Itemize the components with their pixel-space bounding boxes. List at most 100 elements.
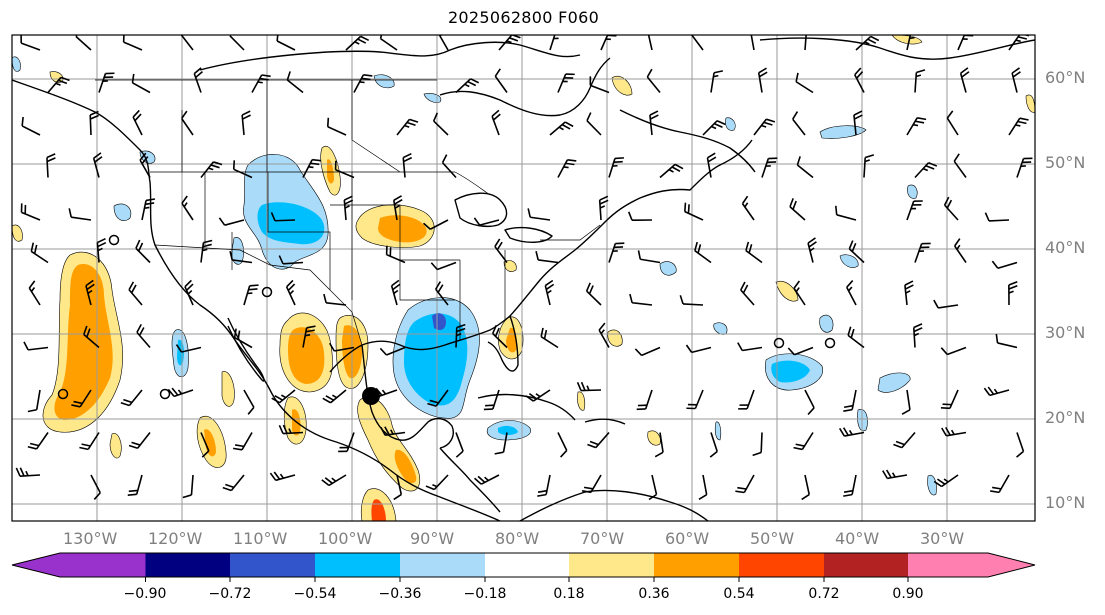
wind-barb <box>702 120 726 136</box>
coastline-central-america <box>439 447 501 513</box>
lon-label-60w: 60°W <box>665 529 710 548</box>
wind-barb <box>709 432 718 458</box>
wind-barb <box>1008 117 1029 136</box>
lon-label-40w: 40°W <box>835 529 880 548</box>
colorbar-tick-label: 0.54 <box>723 586 755 602</box>
wind-barbs <box>15 35 1033 501</box>
wind-barb <box>586 112 602 136</box>
wind-barb <box>323 293 347 306</box>
wind-barb <box>686 389 704 410</box>
wind-barb <box>90 474 101 500</box>
shading-negative-region <box>857 409 868 432</box>
shading-negative-region <box>12 56 21 72</box>
wind-barb <box>68 208 92 221</box>
colorbar-tick-label: 0.90 <box>892 586 924 602</box>
wind-barb <box>385 245 406 264</box>
shading-negative-region <box>714 421 722 441</box>
colorbar-bin <box>485 553 569 577</box>
wind-barb <box>636 389 653 411</box>
colorbar-bin <box>315 553 400 577</box>
wind-barb <box>589 76 610 94</box>
wind-barb <box>338 432 355 453</box>
wind-barb <box>608 242 625 263</box>
wind-barb <box>598 195 609 221</box>
wind-barb <box>286 71 304 94</box>
coastline-greenland <box>759 37 1035 60</box>
lat-label-10n: 10°N <box>1045 493 1086 512</box>
wind-barb <box>659 163 684 179</box>
wind-barb <box>23 341 49 351</box>
wind-barb <box>434 281 449 306</box>
colorbar-tick-label: −0.54 <box>293 586 337 602</box>
wind-barb <box>793 280 806 306</box>
shading-positive-region <box>503 260 517 272</box>
wind-barb <box>646 68 661 94</box>
coastline-gulf <box>329 315 519 373</box>
wind-barb <box>20 203 41 221</box>
wind-barb <box>904 280 914 306</box>
wind-barb <box>329 342 355 352</box>
wind-barb <box>995 333 1018 349</box>
colorbar-bin <box>908 553 988 577</box>
wind-barb <box>494 68 508 93</box>
wind-barb <box>425 474 449 491</box>
wind-barb <box>544 279 555 306</box>
wind-barb <box>953 153 967 178</box>
shading-negative-region <box>373 74 395 89</box>
wind-barb <box>796 156 814 179</box>
shading-positive-region <box>577 391 586 411</box>
colorbar-bin <box>739 553 824 577</box>
wind-barb <box>694 241 712 264</box>
wind-barb <box>629 293 653 306</box>
wind-barb <box>1011 67 1021 93</box>
wind-barb <box>940 389 959 410</box>
wind-barb <box>804 35 807 51</box>
wind-barb <box>525 389 551 402</box>
wind-barb <box>710 70 723 93</box>
shading-negative-region <box>839 254 859 268</box>
wind-barb <box>991 260 1018 270</box>
colorbar-over-arrow <box>988 553 1035 577</box>
wind-barb <box>843 389 857 412</box>
map-frame <box>11 34 1036 522</box>
wind-barb <box>540 327 559 349</box>
wind-barb <box>229 35 245 51</box>
political-boundaries <box>95 79 601 346</box>
wind-barb <box>598 322 610 348</box>
shading-negative-region <box>819 314 834 333</box>
wind-barb <box>906 200 923 221</box>
wind-barb <box>761 157 778 178</box>
wind-barb <box>96 237 107 263</box>
wind-barb <box>698 474 708 501</box>
wind-barb <box>804 389 815 416</box>
wind-barb <box>738 389 755 410</box>
wind-barb <box>184 279 194 306</box>
wind-barb <box>167 387 194 398</box>
wind-barb <box>222 474 245 492</box>
wind-barb <box>990 474 1010 494</box>
wind-barb <box>321 474 347 487</box>
wind-barb <box>278 255 304 265</box>
wind-barb <box>753 118 776 136</box>
wind-barb <box>1008 280 1018 306</box>
shading-negative-region <box>725 117 736 131</box>
wind-barb <box>181 110 194 136</box>
wind-barb <box>271 389 296 404</box>
wind-barb <box>750 35 755 51</box>
shading-positive-region <box>394 449 417 484</box>
wind-barb <box>491 324 508 349</box>
wind-barb <box>85 279 95 306</box>
wind-barb <box>430 261 457 271</box>
shading-positive-region <box>378 215 427 243</box>
wind-barb <box>200 161 223 178</box>
wind-barb <box>200 239 213 263</box>
wind-barb <box>98 72 115 93</box>
colorbar-tick-label: −0.18 <box>463 586 507 602</box>
wind-barb <box>807 237 817 263</box>
wind-barb <box>801 474 811 501</box>
wind-barb <box>47 76 70 94</box>
lon-label-50w: 50°W <box>750 529 795 548</box>
wind-barb <box>792 111 806 136</box>
wind-barb <box>549 35 564 51</box>
shading-positive-region <box>371 499 386 521</box>
